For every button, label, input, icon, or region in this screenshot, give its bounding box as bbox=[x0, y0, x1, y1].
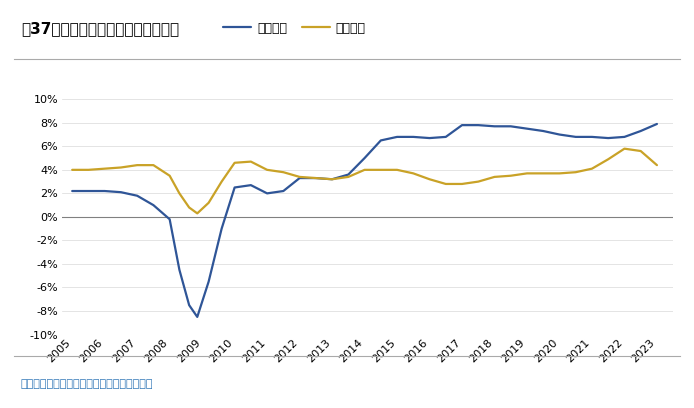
Line: 伊利股份: 伊利股份 bbox=[72, 124, 657, 317]
蒙牛乳业 bbox=[230, 160, 239, 165]
伊利股份 bbox=[193, 315, 201, 319]
蒙牛乳业 bbox=[296, 175, 304, 180]
蒙牛乳业 bbox=[246, 159, 255, 164]
伊利股份 bbox=[246, 183, 255, 188]
蒙牛乳业 bbox=[165, 173, 174, 178]
蒙牛乳业 bbox=[117, 165, 125, 170]
Line: 蒙牛乳业: 蒙牛乳业 bbox=[72, 149, 657, 213]
蒙牛乳业 bbox=[636, 149, 645, 153]
伊利股份 bbox=[185, 303, 194, 308]
伊利股份 bbox=[555, 132, 564, 137]
蒙牛乳业 bbox=[441, 182, 450, 186]
蒙牛乳业 bbox=[393, 167, 401, 172]
伊利股份 bbox=[474, 123, 482, 128]
伊利股份 bbox=[165, 217, 174, 222]
蒙牛乳业 bbox=[604, 157, 612, 162]
蒙牛乳业 bbox=[572, 170, 580, 175]
蒙牛乳业 bbox=[312, 175, 320, 180]
伊利股份 bbox=[279, 188, 287, 193]
伊利股份 bbox=[205, 279, 213, 284]
伊利股份 bbox=[312, 175, 320, 180]
蒙牛乳业 bbox=[409, 171, 418, 176]
Legend: 伊利股份, 蒙牛乳业: 伊利股份, 蒙牛乳业 bbox=[219, 17, 371, 40]
蒙牛乳业 bbox=[149, 163, 158, 168]
伊利股份 bbox=[523, 126, 531, 131]
蒙牛乳业 bbox=[425, 177, 434, 182]
蒙牛乳业 bbox=[620, 146, 629, 151]
伊利股份 bbox=[620, 135, 629, 140]
蒙牛乳业 bbox=[84, 167, 92, 172]
伊利股份 bbox=[149, 203, 158, 208]
伊利股份 bbox=[636, 129, 645, 133]
伊利股份 bbox=[84, 188, 92, 193]
蒙牛乳业 bbox=[205, 200, 213, 205]
伊利股份 bbox=[425, 135, 434, 140]
伊利股份 bbox=[117, 190, 125, 195]
伊利股份 bbox=[344, 172, 353, 177]
Text: 数据来源：公司财报，广发证券发展研究中心: 数据来源：公司财报，广发证券发展研究中心 bbox=[21, 379, 153, 388]
蒙牛乳业 bbox=[360, 167, 369, 172]
伊利股份 bbox=[176, 267, 184, 272]
伊利股份 bbox=[230, 185, 239, 190]
伊利股份 bbox=[133, 193, 142, 198]
蒙牛乳业 bbox=[68, 167, 76, 172]
伊利股份 bbox=[441, 135, 450, 140]
蒙牛乳业 bbox=[344, 175, 353, 180]
伊利股份 bbox=[393, 135, 401, 140]
伊利股份 bbox=[539, 129, 548, 133]
Text: 图37：蒙牛与伊利调整后净利率对比: 图37：蒙牛与伊利调整后净利率对比 bbox=[21, 22, 179, 36]
蒙牛乳业 bbox=[588, 166, 596, 171]
蒙牛乳业 bbox=[653, 163, 661, 168]
蒙牛乳业 bbox=[377, 167, 385, 172]
伊利股份 bbox=[507, 124, 515, 129]
蒙牛乳业 bbox=[133, 163, 142, 168]
伊利股份 bbox=[604, 135, 612, 140]
蒙牛乳业 bbox=[176, 191, 184, 196]
伊利股份 bbox=[263, 191, 271, 196]
蒙牛乳业 bbox=[263, 167, 271, 172]
伊利股份 bbox=[101, 188, 109, 193]
伊利股份 bbox=[458, 123, 466, 128]
伊利股份 bbox=[377, 138, 385, 143]
蒙牛乳业 bbox=[185, 205, 194, 210]
蒙牛乳业 bbox=[555, 171, 564, 176]
蒙牛乳业 bbox=[279, 170, 287, 175]
伊利股份 bbox=[491, 124, 499, 129]
伊利股份 bbox=[588, 135, 596, 140]
蒙牛乳业 bbox=[101, 166, 109, 171]
蒙牛乳业 bbox=[474, 179, 482, 184]
蒙牛乳业 bbox=[539, 171, 548, 176]
蒙牛乳业 bbox=[507, 173, 515, 178]
蒙牛乳业 bbox=[193, 211, 201, 216]
蒙牛乳业 bbox=[491, 175, 499, 180]
伊利股份 bbox=[572, 135, 580, 140]
蒙牛乳业 bbox=[328, 177, 337, 182]
蒙牛乳业 bbox=[523, 171, 531, 176]
蒙牛乳业 bbox=[217, 179, 226, 184]
伊利股份 bbox=[217, 226, 226, 231]
伊利股份 bbox=[409, 135, 418, 140]
伊利股份 bbox=[653, 122, 661, 126]
伊利股份 bbox=[68, 188, 76, 193]
蒙牛乳业 bbox=[458, 182, 466, 186]
伊利股份 bbox=[328, 177, 337, 182]
伊利股份 bbox=[296, 175, 304, 180]
伊利股份 bbox=[360, 155, 369, 160]
